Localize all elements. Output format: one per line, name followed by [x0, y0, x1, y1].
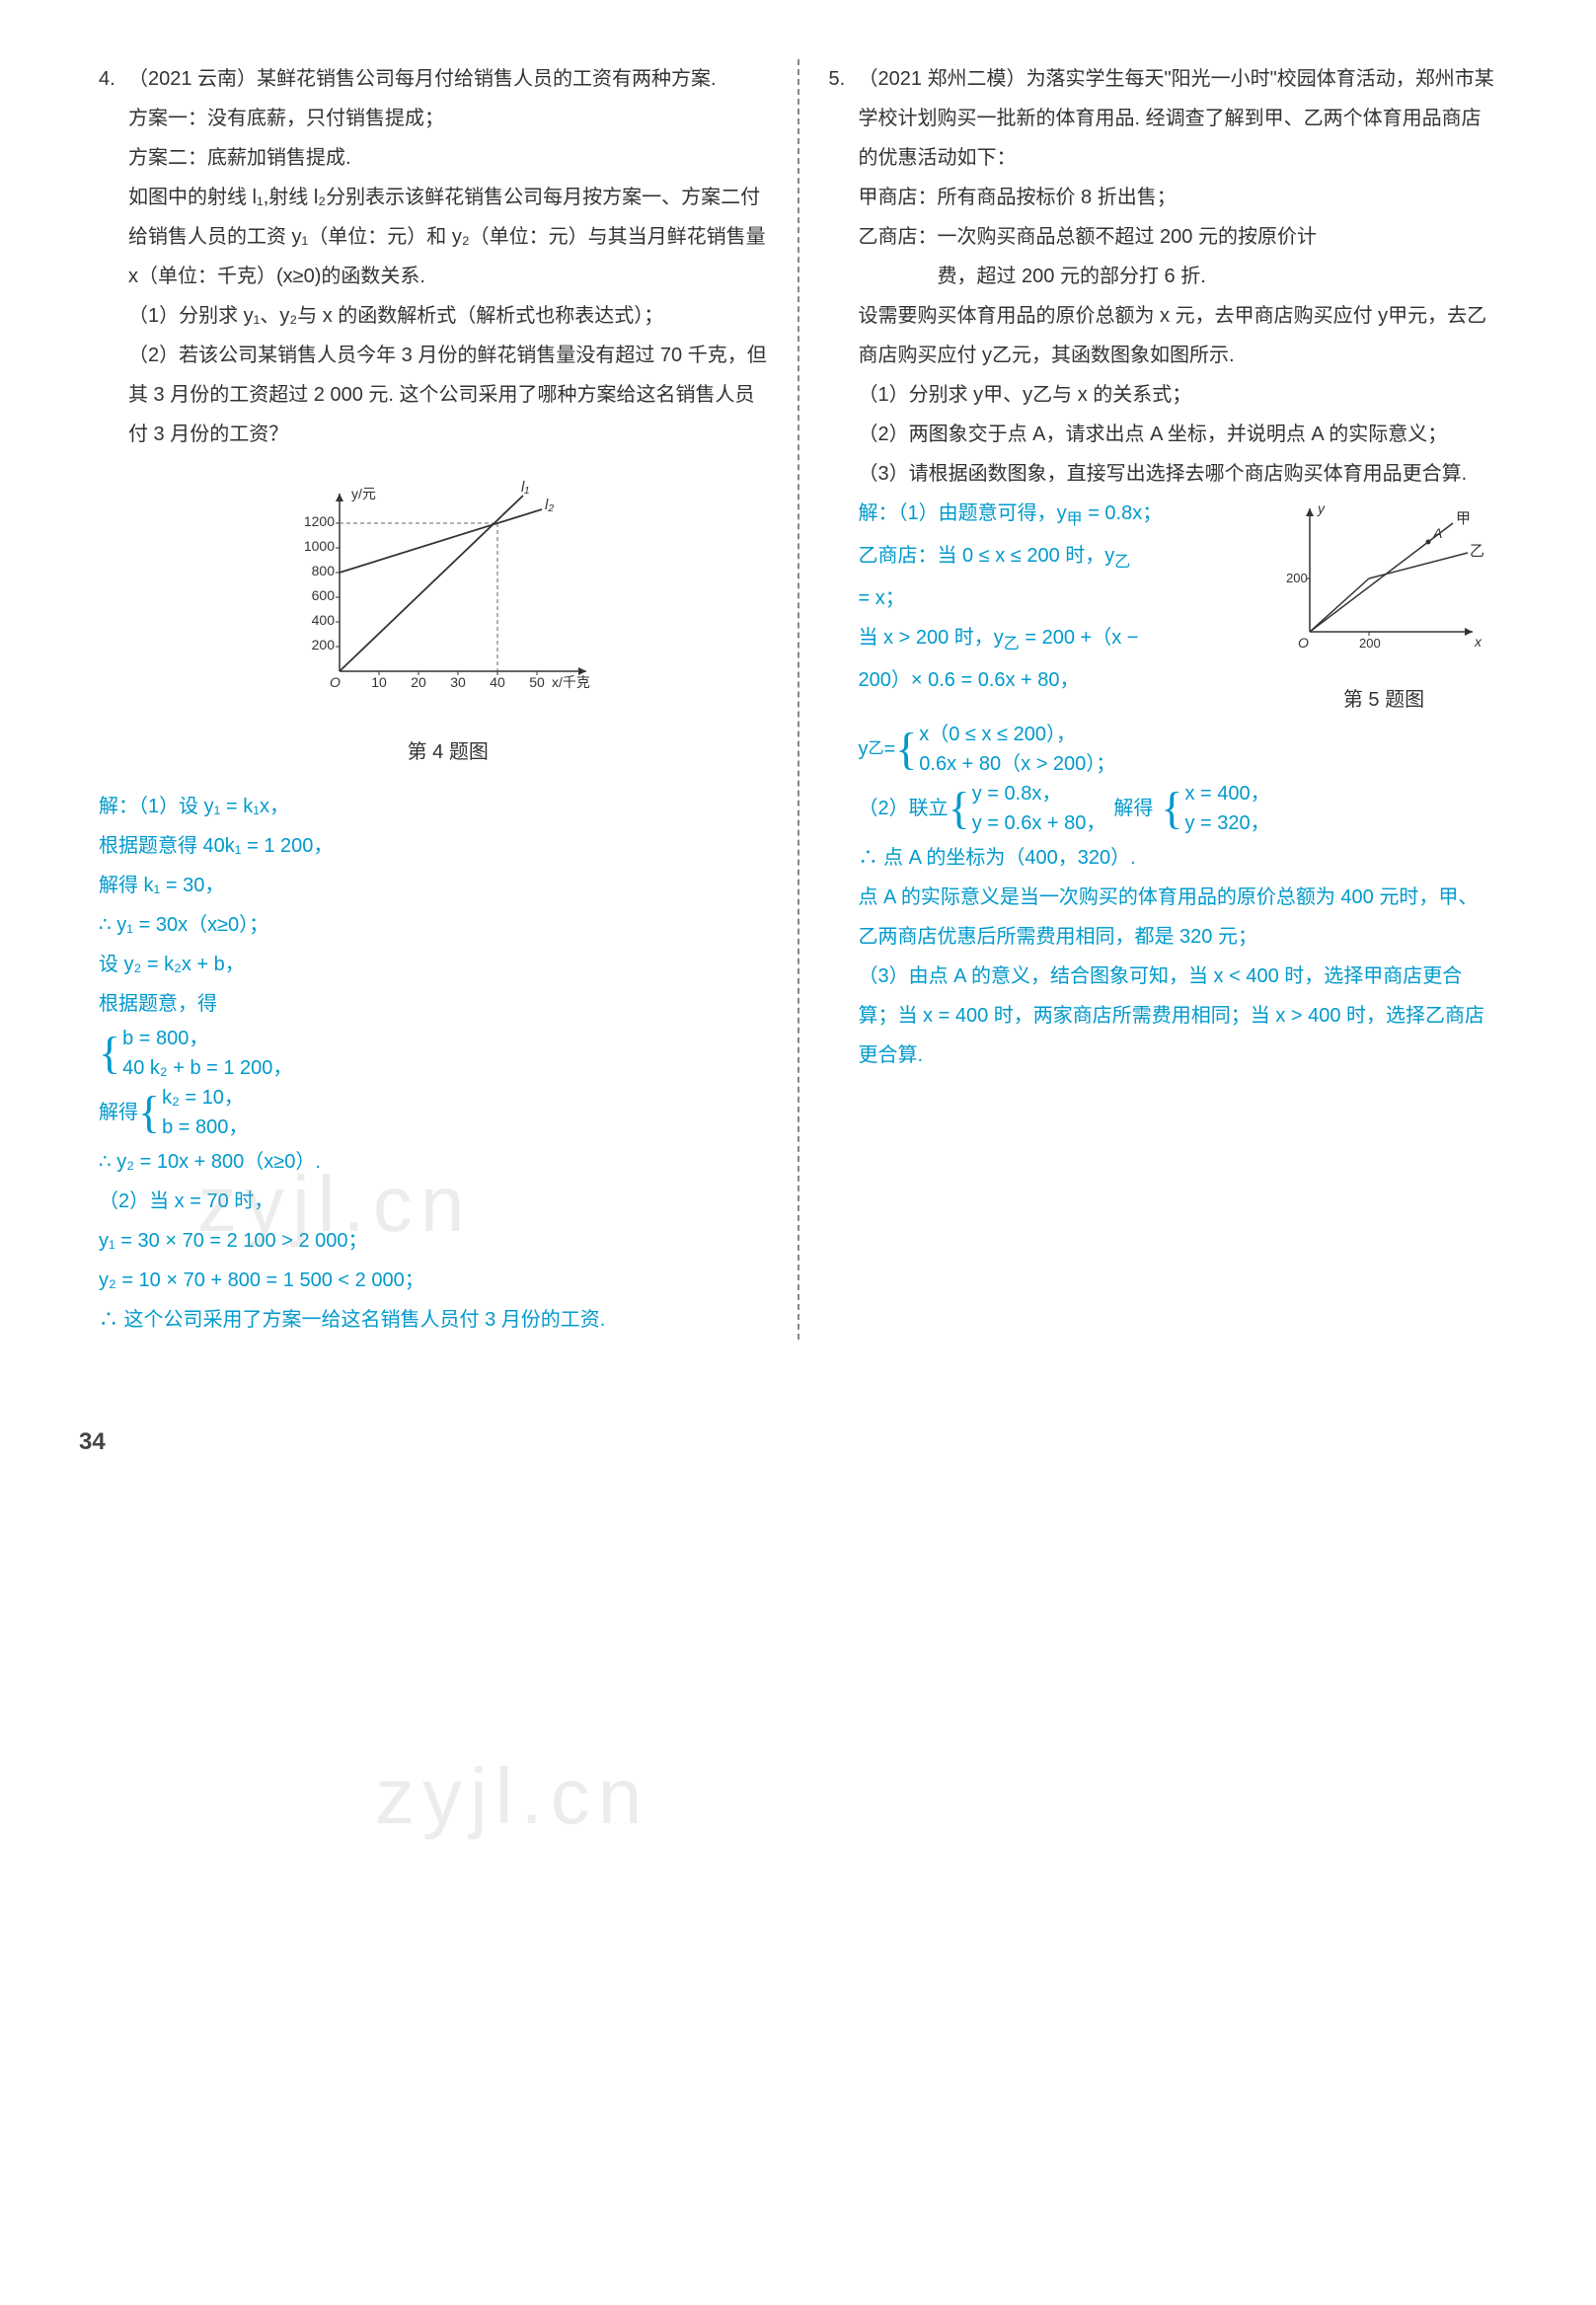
watermark-2: zyjl.cn: [375, 1718, 649, 1876]
q4-a12: y₂ = 10 × 70 + 800 = 1 500 < 2 000；: [99, 1261, 768, 1300]
q5-storeA: 甲商店：所有商品按标价 8 折出售；: [859, 178, 1498, 217]
q5-a9: 点 A 的实际意义是当一次购买的体育用品的原价总额为 400 元时，甲、乙两商店…: [859, 878, 1498, 957]
q5-chart: O x y 200 200 甲: [1270, 494, 1497, 720]
question-5: 5. （2021 郑州二模）为落实学生每天"阳光一小时"校园体育活动，郑州市某学…: [829, 59, 1498, 1075]
svg-text:1000: 1000: [304, 538, 335, 554]
q5-a7a: y = 0.8x，: [972, 783, 1062, 805]
q4-a8b: b = 800，: [162, 1116, 248, 1138]
svg-text:甲: 甲: [1456, 510, 1471, 527]
q5-a7c: x = 400，: [1184, 783, 1269, 805]
svg-text:O: O: [1298, 635, 1309, 651]
q4-desc1: 如图中的射线 l₁,射线 l₂分别表示该鲜花销售公司每月按方案一、方案二付给销售…: [128, 178, 768, 296]
svg-text:200: 200: [1359, 636, 1381, 651]
q5-a7d: y = 320，: [1184, 812, 1269, 834]
svg-text:O: O: [330, 674, 341, 690]
q4-a8a: k₂ = 10，: [162, 1087, 244, 1109]
q4-answer: 解：（1）设 y₁ = k₁x， 根据题意得 40k₁ = 1 200， 解得 …: [99, 787, 768, 1340]
svg-text:40: 40: [490, 674, 505, 690]
q5-number: 5.: [829, 59, 859, 99]
q5-storeB1: 乙商店：一次购买商品总额不超过 200 元的按原价计: [859, 217, 1498, 257]
q4-a8-pre: 解得: [99, 1093, 138, 1132]
q5-a7-mid: 解得: [1113, 789, 1153, 828]
q4-intro: 某鲜花销售公司每月付给销售人员的工资有两种方案.: [257, 68, 717, 90]
q5-a7b: y = 0.6x + 80，: [972, 812, 1106, 834]
q5-a6b: 0.6x + 80（x > 200）；: [919, 753, 1115, 775]
q4-source: （2021 云南）: [128, 68, 257, 90]
q5-a10: （3）由点 A 的意义，结合图象可知，当 x < 400 时，选择甲商店更合算；…: [859, 957, 1498, 1075]
svg-text:l₂: l₂: [545, 497, 554, 513]
q4-a7-brace: { b = 800， 40 k₂ + b = 1 200，: [99, 1024, 768, 1083]
q4-a11: y₁ = 30 × 70 = 2 100 > 2 000；: [99, 1221, 768, 1261]
q5-setup: 设需要购买体育用品的原价总额为 x 元，去甲商店购买应付 y甲元，去乙商店购买应…: [859, 296, 1498, 375]
q4-chart: 200 400 600 800 1000 1200: [128, 474, 768, 725]
q4-a10: （2）当 x = 70 时，: [99, 1182, 768, 1221]
svg-text:30: 30: [450, 674, 466, 690]
q5-chart-caption: 第 5 题图: [1270, 680, 1497, 720]
svg-text:x: x: [1474, 634, 1482, 650]
q4-a6: 根据题意，得: [99, 984, 768, 1024]
q4-a13: ∴ 这个公司采用了方案一给这名销售人员付 3 月份的工资.: [99, 1300, 768, 1340]
q5-a6-brace: y乙 = { x（0 ≤ x ≤ 200）， 0.6x + 80（x > 200…: [859, 720, 1498, 779]
q4-sub1: （1）分别求 y₁、y₂与 x 的函数解析式（解析式也称表达式）；: [128, 296, 768, 336]
q4-plan2: 方案二：底薪加销售提成.: [128, 138, 768, 178]
q4-number: 4.: [99, 59, 128, 99]
page-number: 34: [79, 1419, 1517, 1466]
q5-sub3: （3）请根据函数图象，直接写出选择去哪个商店购买体育用品更合算.: [859, 454, 1498, 494]
q4-chart-caption: 第 4 题图: [128, 732, 768, 772]
svg-text:l₁: l₁: [521, 479, 529, 496]
q4-a5: 设 y₂ = k₂x + b，: [99, 945, 768, 984]
q5-a7-brace: （2）联立 { y = 0.8x， y = 0.6x + 80， 解得 { x …: [859, 779, 1498, 838]
q4-sub2: （2）若该公司某销售人员今年 3 月份的鲜花销售量没有超过 70 千克，但其 3…: [128, 336, 768, 454]
q5-a8: ∴ 点 A 的坐标为（400，320）.: [859, 838, 1498, 878]
q5-sub2: （2）两图象交于点 A，请求出点 A 坐标，并说明点 A 的实际意义；: [859, 415, 1498, 454]
svg-text:200: 200: [311, 637, 335, 653]
q4-a4: ∴ y₁ = 30x（x≥0）；: [99, 905, 768, 945]
svg-text:400: 400: [311, 612, 335, 628]
q5-source: （2021 郑州二模）: [859, 68, 1026, 90]
svg-text:x/千克: x/千克: [552, 674, 590, 690]
svg-text:800: 800: [311, 563, 335, 578]
q5-a7-pre: （2）联立: [859, 789, 949, 828]
q5-answer-continued: y乙 = { x（0 ≤ x ≤ 200）， 0.6x + 80（x > 200…: [859, 720, 1498, 1075]
q4-a7b: 40 k₂ + b = 1 200，: [122, 1057, 292, 1079]
svg-text:1200: 1200: [304, 513, 335, 529]
svg-text:600: 600: [311, 587, 335, 603]
q4-a3: 解得 k₁ = 30，: [99, 866, 768, 905]
svg-text:20: 20: [411, 674, 426, 690]
q4-a8-brace: 解得 { k₂ = 10， b = 800，: [99, 1083, 768, 1142]
q4-a2: 根据题意得 40k₁ = 1 200，: [99, 826, 768, 866]
svg-text:200: 200: [1286, 571, 1308, 585]
q4-a9: ∴ y₂ = 10x + 800（x≥0）.: [99, 1142, 768, 1182]
q4-a7a: b = 800，: [122, 1028, 208, 1049]
q4-plan1: 方案一：没有底薪，只付销售提成；: [128, 99, 768, 138]
q5-sub1: （1）分别求 y甲、y乙与 x 的关系式；: [859, 375, 1498, 415]
question-4: 4. （2021 云南）某鲜花销售公司每月付给销售人员的工资有两种方案. 方案一…: [99, 59, 768, 787]
q5-storeB2: 费，超过 200 元的部分打 6 折.: [938, 257, 1498, 296]
svg-text:y/元: y/元: [351, 486, 376, 501]
svg-text:A: A: [1432, 525, 1442, 541]
svg-text:10: 10: [371, 674, 387, 690]
q4-a1: 解：（1）设 y₁ = k₁x，: [99, 787, 768, 826]
q5-a6a: x（0 ≤ x ≤ 200），: [919, 724, 1076, 745]
svg-text:乙: 乙: [1470, 543, 1484, 560]
svg-text:y: y: [1317, 500, 1326, 516]
svg-text:50: 50: [529, 674, 545, 690]
column-divider: [798, 59, 799, 1340]
